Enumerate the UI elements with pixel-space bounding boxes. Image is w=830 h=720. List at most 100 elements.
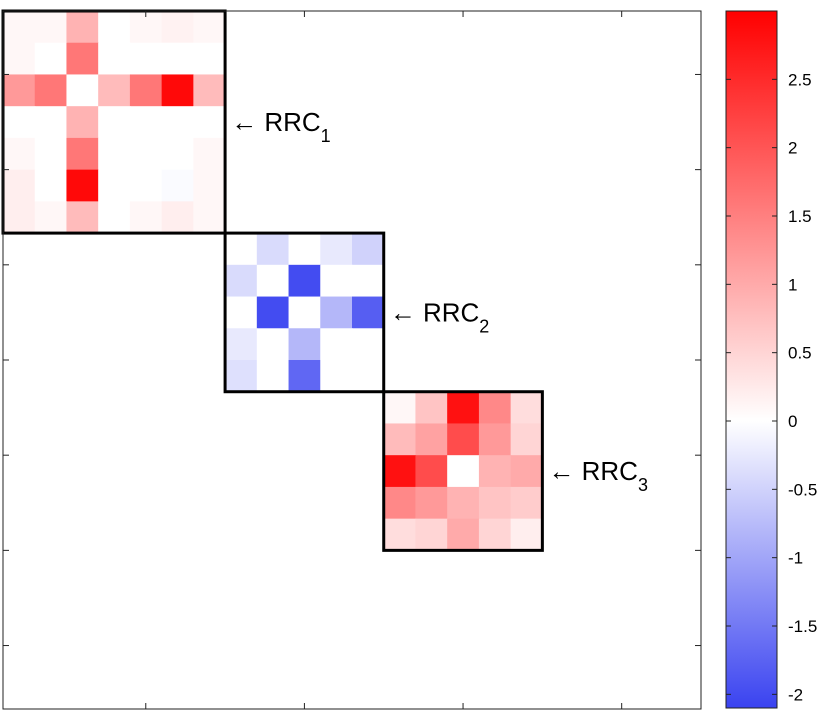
- heatmap-cell: [66, 11, 99, 44]
- block-annotations: ← RRC1← RRC2← RRC3: [231, 107, 648, 495]
- block-outline: [382, 390, 544, 552]
- heatmap-cells: [3, 11, 543, 551]
- heatmap-cell: [161, 137, 194, 171]
- heatmap-cell: [447, 455, 480, 488]
- heatmap-cell: [98, 137, 131, 171]
- heatmap-cell: [129, 137, 163, 171]
- heatmap-cell: [161, 42, 194, 76]
- heatmap-cell: [510, 518, 543, 551]
- heatmap-cell: [256, 328, 290, 361]
- heatmap-cell: [288, 328, 321, 361]
- left-arrow-icon: ←: [231, 107, 264, 137]
- heatmap-cell: [256, 360, 290, 393]
- colorbar-gradient: [725, 10, 778, 709]
- heatmap-cell: [256, 233, 290, 266]
- heatmap-cell: [288, 233, 321, 266]
- heatmap-cell: [66, 201, 99, 234]
- heatmap-cell: [34, 42, 68, 76]
- heatmap-cell: [34, 106, 68, 139]
- heatmap-cell: [225, 233, 258, 266]
- block-name: RRC: [264, 107, 320, 137]
- heatmap-cell: [510, 391, 543, 425]
- heatmap-cell: [383, 486, 417, 520]
- heatmap-cell: [98, 11, 131, 44]
- colorbar-tick-label: 2.5: [788, 70, 812, 89]
- heatmap-cell: [478, 486, 512, 520]
- heatmap-cell: [193, 137, 226, 171]
- heatmap-cell: [34, 169, 68, 202]
- colorbar: -2 -1.5 -1 -0.5 0 0.5 1 1.5 2 2.5: [725, 10, 817, 709]
- heatmap-cell: [34, 11, 68, 44]
- heatmap-cell: [352, 360, 385, 393]
- heatmap-cell: [3, 74, 36, 107]
- heatmap-cell: [193, 201, 226, 234]
- heatmap-cell: [66, 137, 99, 171]
- heatmap-cell: [256, 296, 290, 329]
- heatmap-cell: [98, 74, 131, 107]
- heatmap-cell: [288, 264, 321, 298]
- heatmap-cell: [66, 74, 99, 107]
- heatmap-cell: [193, 11, 226, 44]
- block-name: RRC: [582, 456, 638, 486]
- block-label: ← RRC3: [548, 456, 648, 495]
- colorbar-tick-label: 2: [788, 139, 797, 158]
- heatmap-cell: [478, 455, 512, 488]
- heatmap-cell: [225, 296, 258, 329]
- colorbar-tick-label: -0.5: [788, 480, 817, 499]
- heatmap-cell: [447, 486, 480, 520]
- heatmap-cell: [161, 74, 194, 107]
- heatmap-cell: [3, 169, 36, 202]
- heatmap-cell: [510, 486, 543, 520]
- heatmap-cell: [352, 296, 385, 329]
- heatmap-cell: [161, 201, 194, 234]
- heatmap-cell: [3, 11, 36, 44]
- heatmap-cell: [510, 455, 543, 488]
- heatmap-cell: [98, 106, 131, 139]
- heatmap-cell: [66, 42, 99, 76]
- heatmap-cell: [98, 169, 131, 202]
- colorbar-tick-label: 0.5: [788, 344, 812, 363]
- heatmap-cell: [478, 391, 512, 425]
- heatmap-cell: [352, 233, 385, 266]
- heatmap-cell: [98, 201, 131, 234]
- heatmap-cell: [98, 42, 131, 76]
- heatmap-cell: [383, 391, 417, 425]
- heatmap-cell: [383, 518, 417, 551]
- heatmap-cell: [129, 42, 163, 76]
- heatmap-cell: [415, 486, 448, 520]
- heatmap-cell: [3, 106, 36, 139]
- heatmap-cell: [34, 74, 68, 107]
- heatmap-cell: [478, 423, 512, 456]
- heatmap-cell: [193, 42, 226, 76]
- heatmap-cell: [320, 233, 353, 266]
- heatmap-cell: [193, 106, 226, 139]
- colorbar-tick-label: 0: [788, 412, 797, 431]
- block-subscript: 3: [638, 475, 648, 495]
- left-arrow-icon: ←: [548, 456, 581, 486]
- block-subscript: 1: [321, 126, 331, 146]
- heatmap-cell: [320, 296, 353, 329]
- left-arrow-icon: ←: [390, 297, 423, 327]
- heatmap-cell: [288, 296, 321, 329]
- heatmap-cell: [3, 42, 36, 76]
- heatmap-cell: [478, 518, 512, 551]
- heatmap-cell: [510, 423, 543, 456]
- block-label: ← RRC1: [231, 107, 331, 146]
- block-label: ← RRC2: [390, 297, 490, 336]
- heatmap-cell: [256, 264, 290, 298]
- block-outline: [223, 231, 386, 394]
- heatmap-cell: [320, 328, 353, 361]
- heatmap-cell: [415, 518, 448, 551]
- heatmap-cell: [320, 360, 353, 393]
- heatmap-cell: [447, 423, 480, 456]
- heatmap-cell: [225, 264, 258, 298]
- heatmap-cell: [34, 201, 68, 234]
- heatmap-cell: [415, 391, 448, 425]
- heatmap-cell: [3, 137, 36, 171]
- colorbar-tick-label: -2: [788, 685, 803, 704]
- heatmap-cell: [447, 518, 480, 551]
- heatmap-cell: [415, 455, 448, 488]
- heatmap-cell: [129, 201, 163, 234]
- heatmap-cell: [66, 169, 99, 202]
